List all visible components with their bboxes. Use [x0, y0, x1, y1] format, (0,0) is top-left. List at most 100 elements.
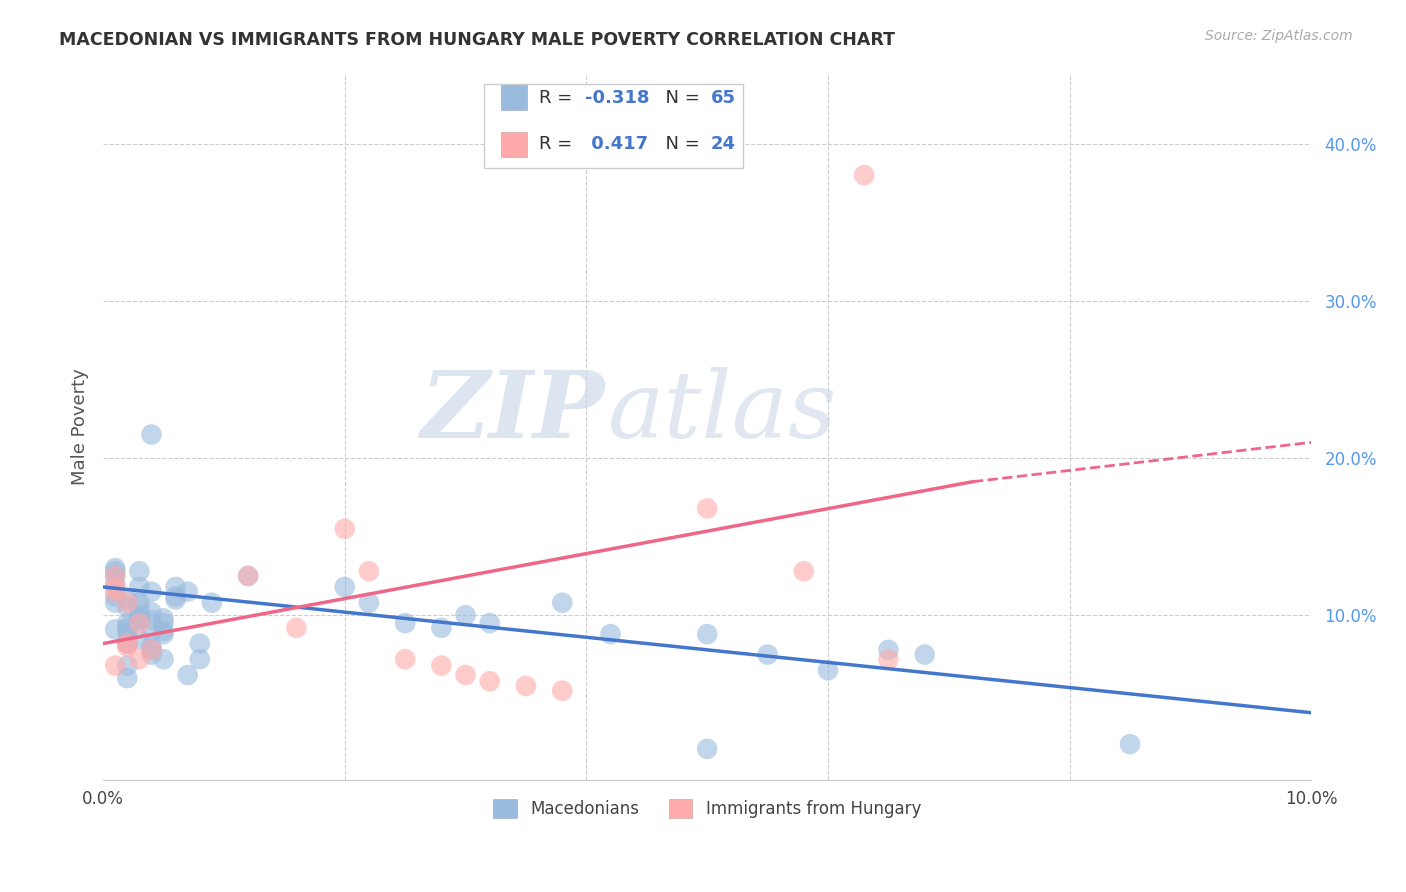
Point [152, 616, 174, 631]
Point [201, 596, 224, 610]
Point [104, 590, 127, 604]
Point [128, 611, 150, 625]
Point [478, 674, 501, 689]
Text: 24: 24 [711, 136, 735, 153]
Point [128, 632, 150, 646]
Point [914, 648, 936, 662]
Point [128, 613, 150, 627]
Y-axis label: Male Poverty: Male Poverty [72, 368, 89, 485]
Point [551, 596, 574, 610]
Point [394, 616, 416, 631]
Point [104, 658, 127, 673]
Point [128, 616, 150, 631]
Point [152, 611, 174, 625]
Point [165, 590, 187, 604]
Point [188, 652, 211, 666]
Point [793, 564, 815, 578]
Point [128, 600, 150, 615]
Point [117, 658, 139, 673]
Point [515, 679, 537, 693]
Point [152, 652, 174, 666]
Point [394, 652, 416, 666]
Point [141, 643, 163, 657]
Point [152, 627, 174, 641]
Point [104, 577, 127, 591]
Text: R =: R = [540, 136, 578, 153]
Bar [501, 85, 527, 111]
Point [599, 627, 621, 641]
Point [117, 636, 139, 650]
Point [141, 625, 163, 640]
Point [188, 636, 211, 650]
Point [117, 636, 139, 650]
Point [165, 592, 187, 607]
Point [117, 640, 139, 654]
Point [176, 668, 198, 682]
Point [877, 652, 900, 666]
Point [357, 596, 380, 610]
Point [117, 623, 139, 637]
Point [141, 640, 163, 654]
Point [141, 584, 163, 599]
Point [1119, 737, 1142, 751]
Point [104, 569, 127, 583]
Point [853, 168, 876, 182]
Point [141, 427, 163, 442]
Point [478, 616, 501, 631]
Point [454, 668, 477, 682]
Point [128, 596, 150, 610]
Point [236, 569, 259, 583]
Point [236, 569, 259, 583]
Point [117, 596, 139, 610]
Point [117, 621, 139, 635]
Point [333, 580, 356, 594]
Point [141, 605, 163, 619]
Point [117, 616, 139, 631]
Point [128, 611, 150, 625]
Legend: Macedonians, Immigrants from Hungary: Macedonians, Immigrants from Hungary [486, 792, 928, 825]
Point [104, 561, 127, 575]
Point [128, 613, 150, 627]
Point [165, 580, 187, 594]
Point [817, 663, 839, 677]
Text: 0.417: 0.417 [585, 136, 648, 153]
Point [285, 621, 308, 635]
Text: 65: 65 [711, 88, 735, 107]
Point [430, 658, 453, 673]
Point [117, 592, 139, 607]
Bar [501, 132, 527, 157]
Point [128, 580, 150, 594]
Text: -0.318: -0.318 [585, 88, 650, 107]
Point [104, 596, 127, 610]
Point [117, 636, 139, 650]
Point [104, 569, 127, 583]
Point [128, 608, 150, 623]
Point [117, 600, 139, 615]
Point [756, 648, 779, 662]
Point [128, 611, 150, 625]
Text: N =: N = [654, 136, 706, 153]
Point [696, 627, 718, 641]
Point [176, 584, 198, 599]
Point [128, 564, 150, 578]
Text: ZIP: ZIP [420, 368, 605, 458]
Point [104, 584, 127, 599]
Point [696, 501, 718, 516]
Point [152, 624, 174, 638]
Point [454, 608, 477, 623]
Point [117, 627, 139, 641]
Point [141, 648, 163, 662]
FancyBboxPatch shape [484, 84, 744, 169]
Point [333, 522, 356, 536]
Point [551, 683, 574, 698]
Point [104, 623, 127, 637]
Text: R =: R = [540, 88, 578, 107]
Point [141, 613, 163, 627]
Point [128, 652, 150, 666]
Point [104, 580, 127, 594]
Text: N =: N = [654, 88, 706, 107]
Text: Source: ZipAtlas.com: Source: ZipAtlas.com [1205, 29, 1353, 43]
Point [357, 564, 380, 578]
Text: atlas: atlas [609, 368, 838, 458]
Point [696, 742, 718, 756]
